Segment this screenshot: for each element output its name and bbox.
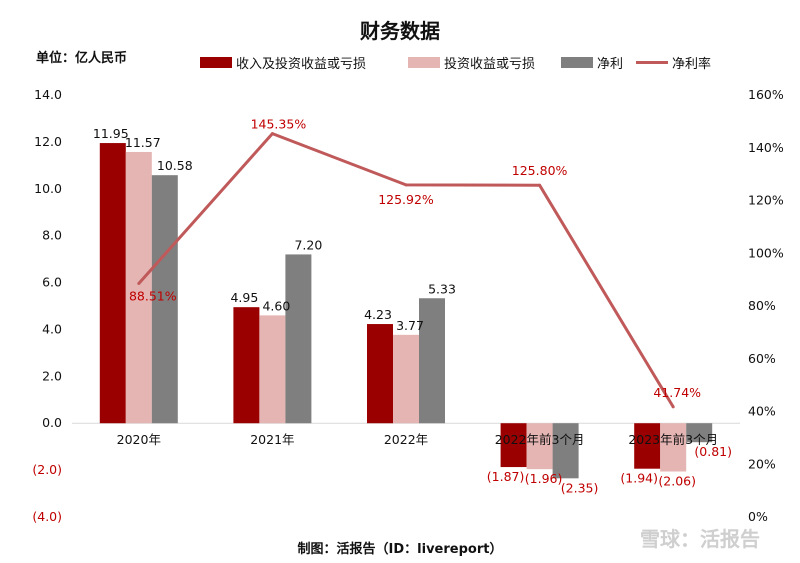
left-axis-tick: 2.0 (42, 368, 62, 383)
right-axis: 160% 140% 120% 100% 80% 60% 40% 20% 0% (748, 87, 784, 524)
bar-investment (526, 423, 553, 470)
bar-value-label: (2.06) (658, 474, 696, 489)
chart-title: 财务数据 (360, 19, 440, 43)
bar-revenue (233, 307, 260, 424)
category-label: 2022年 (384, 432, 428, 447)
bar-net-profit (285, 254, 312, 424)
right-axis-tick: 120% (748, 193, 784, 208)
bar-investment (259, 315, 286, 424)
left-axis-tick: 14.0 (34, 87, 62, 102)
bar-value-label: 5.33 (428, 281, 456, 296)
bar-value-label: (2.35) (561, 480, 599, 495)
net-margin-point (137, 282, 141, 286)
right-axis-tick: 100% (748, 245, 784, 260)
bar-value-label: 3.77 (396, 318, 424, 333)
bar-net-profit (552, 423, 579, 479)
left-axis-tick: 8.0 (42, 228, 62, 243)
bar-value-label: (0.81) (694, 444, 732, 459)
category-label: 2023年前3个月 (628, 432, 718, 447)
bar-value-label: 4.23 (364, 307, 392, 322)
legend: 收入及投资收益或亏损 投资收益或亏损 净利 净利率 (200, 56, 711, 72)
left-axis-tick: 10.0 (34, 181, 62, 196)
footer-credit: 制图：活报告（ID：livereport） (298, 541, 503, 557)
legend-label: 收入及投资收益或亏损 (236, 56, 366, 72)
bar-value-label: 10.58 (157, 158, 193, 173)
legend-swatch (561, 57, 593, 68)
net-margin-label: 125.80% (512, 163, 568, 178)
right-axis-tick: 0% (748, 509, 768, 524)
legend-swatch (200, 57, 232, 68)
bar-value-label: 4.95 (230, 290, 258, 305)
left-axis-tick: 4.0 (42, 321, 62, 336)
legend-swatch (408, 57, 440, 68)
right-axis-tick: 140% (748, 140, 784, 155)
net-margin-point (270, 132, 274, 136)
legend-label: 投资收益或亏损 (444, 56, 535, 72)
category-labels: 2020年 2021年 2022年 2022年前3个月 2023年前3个月 (117, 432, 718, 447)
bar-revenue (99, 143, 126, 424)
bar-revenue (634, 423, 661, 469)
net-margin-label: 41.74% (653, 385, 701, 400)
net-margin-label: 88.51% (129, 289, 177, 304)
bar-value-label: 7.20 (294, 237, 322, 252)
category-label: 2020年 (117, 432, 161, 447)
right-axis-tick: 40% (748, 404, 776, 419)
net-margin-point (538, 183, 542, 187)
left-axis-tick: (4.0) (32, 509, 62, 524)
bar-investment (660, 423, 687, 472)
net-margin-point (671, 405, 675, 409)
unit-label: 单位：亿人民币 (36, 50, 127, 66)
legend-label: 净利率 (672, 56, 711, 72)
left-axis-tick: 6.0 (42, 275, 62, 290)
bar-net-profit (686, 423, 713, 443)
right-axis-tick: 160% (748, 87, 784, 102)
net-margin-point (404, 183, 408, 187)
bar-value-label: 11.57 (125, 135, 161, 150)
right-axis-tick: 60% (748, 351, 776, 366)
bars (99, 143, 713, 479)
bar-revenue (367, 324, 393, 424)
bar-investment (125, 151, 152, 424)
bar-net-profit (419, 298, 445, 424)
bar-investment (393, 334, 419, 424)
bar-value-label: (1.87) (487, 469, 525, 484)
right-axis-tick: 80% (748, 298, 776, 313)
category-label: 2022年前3个月 (495, 432, 585, 447)
bar-revenue (500, 423, 527, 468)
bar-net-profit (151, 175, 178, 424)
net-margin-label: 125.92% (378, 192, 434, 207)
category-label: 2021年 (250, 432, 294, 447)
legend-label: 净利 (597, 57, 623, 72)
line-layer (137, 132, 675, 409)
left-axis-tick: 12.0 (34, 134, 62, 149)
bar-value-label: 4.60 (262, 298, 290, 313)
left-axis-tick: (2.0) (32, 462, 62, 477)
bar-value-label: 11.95 (93, 126, 129, 141)
left-axis-tick: 0.0 (42, 415, 62, 430)
bar-value-label: (1.96) (525, 471, 563, 486)
bar-value-label: (1.94) (620, 471, 658, 486)
watermark: 雪球：活报告 (640, 527, 760, 551)
net-margin-label: 145.35% (251, 117, 307, 132)
right-axis-tick: 20% (748, 456, 776, 471)
